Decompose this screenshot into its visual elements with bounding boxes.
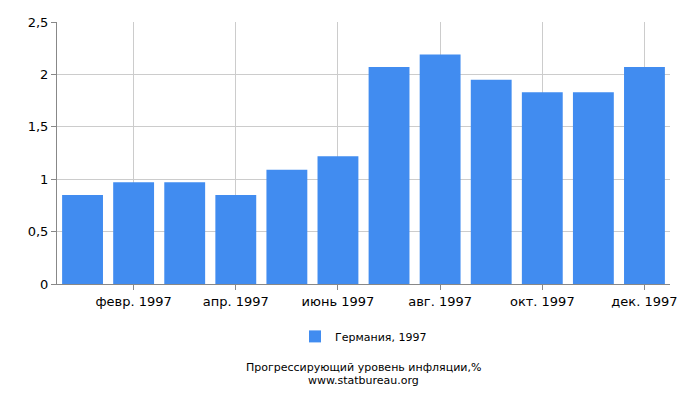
svg-text:Германия, 1997: Германия, 1997 — [335, 331, 426, 344]
svg-text:окт. 1997: окт. 1997 — [510, 294, 575, 309]
svg-text:дек. 1997: дек. 1997 — [611, 294, 677, 309]
svg-text:0: 0 — [40, 277, 48, 292]
svg-text:авг. 1997: авг. 1997 — [408, 294, 472, 309]
svg-text:Прогрессирующий уровень инфляц: Прогрессирующий уровень инфляции,% — [246, 361, 481, 374]
svg-text:апр. 1997: апр. 1997 — [203, 294, 269, 309]
svg-text:июнь 1997: июнь 1997 — [302, 294, 375, 309]
svg-text:1,5: 1,5 — [28, 119, 49, 134]
svg-text:1: 1 — [40, 172, 48, 187]
svg-text:2: 2 — [40, 67, 48, 82]
svg-text:февр. 1997: февр. 1997 — [95, 294, 171, 309]
svg-text:2,5: 2,5 — [28, 15, 49, 30]
svg-text:www.statbureau.org: www.statbureau.org — [308, 374, 419, 387]
svg-text:0,5: 0,5 — [28, 224, 49, 239]
